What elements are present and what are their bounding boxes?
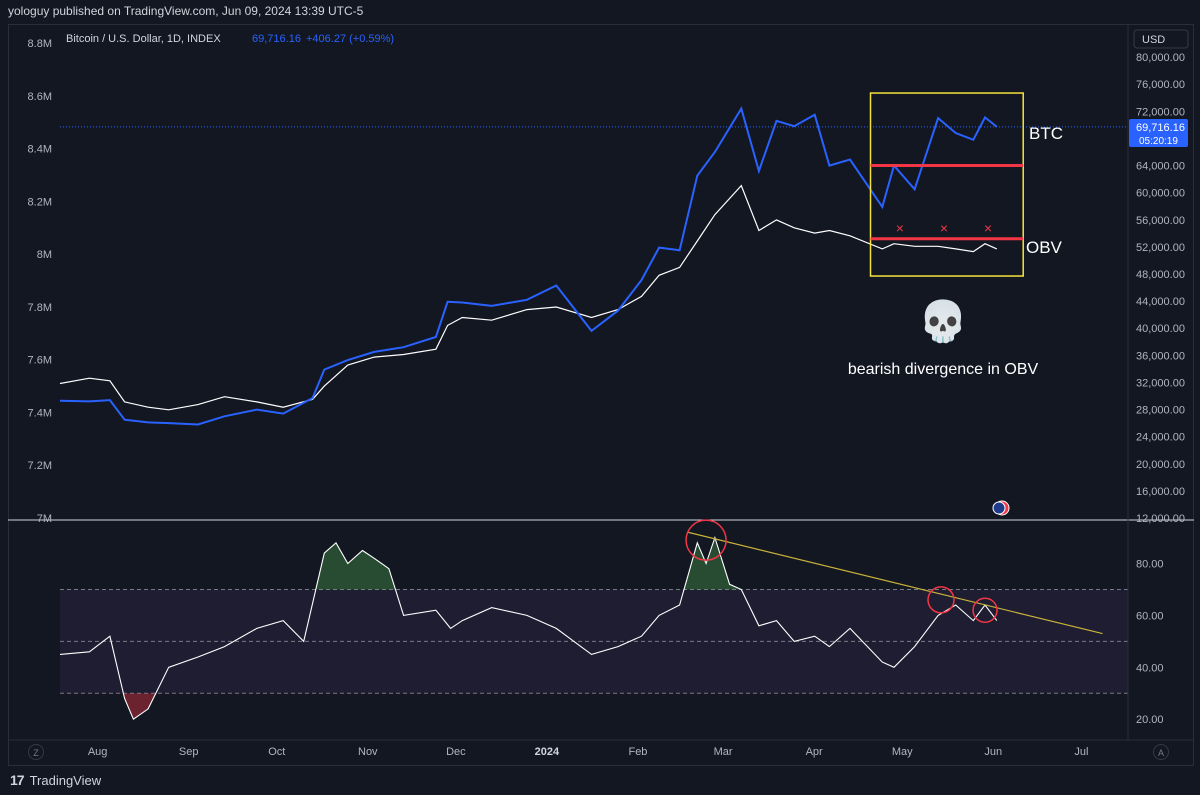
- divergence-box: [869, 92, 1024, 277]
- btc-series-line: [59, 106, 998, 426]
- publish-info-text: yologuy published on TradingView.com, Ju…: [8, 4, 364, 18]
- obv-tick-label: 8.6M: [28, 91, 52, 103]
- obv-tick-label: 7.6M: [28, 355, 52, 367]
- price-tick-label: 20,000.00: [1136, 459, 1185, 471]
- rejection-x-mark: ×: [940, 220, 948, 236]
- price-tick-label: 60,000.00: [1136, 188, 1185, 200]
- last-price-badge-price: 69,716.16: [1136, 122, 1185, 134]
- time-tick-label: Feb: [628, 746, 647, 758]
- time-tick-label: Apr: [806, 746, 823, 758]
- price-tick-label: 72,000.00: [1136, 106, 1185, 118]
- price-tick-label: 36,000.00: [1136, 350, 1185, 362]
- time-tick-label: Dec: [446, 746, 466, 758]
- time-tick-label: Jul: [1074, 746, 1088, 758]
- price-tick-label: 56,000.00: [1136, 215, 1185, 227]
- peak-highlight-circle: [972, 597, 998, 623]
- btc-label: BTC: [1029, 124, 1063, 143]
- annotation-overlay: × × × BTC OBV 💀 bearish divergence in OBV: [685, 92, 1103, 635]
- time-tick-label: Mar: [714, 746, 733, 758]
- time-tick-label: Nov: [358, 746, 378, 758]
- oscillator-trendline: [688, 531, 1103, 635]
- z-toggle-button[interactable]: Z: [28, 744, 44, 760]
- obv-tick-label: 8.8M: [28, 38, 52, 50]
- last-price-badge-countdown: 05:20:19: [1139, 136, 1178, 147]
- obv-tick-label: 7M: [37, 513, 52, 525]
- economic-event-flag-icon: [992, 501, 1006, 515]
- obv-tick-label: 8.2M: [28, 196, 52, 208]
- currency-button: [1133, 29, 1189, 49]
- price-tick-label: 16,000.00: [1136, 486, 1185, 498]
- publish-info-bar: yologuy published on TradingView.com, Ju…: [0, 0, 1200, 22]
- axes: Bitcoin / U.S. Dollar, 1D, INDEX 69,716.1…: [8, 24, 1194, 758]
- legend-symbol: Bitcoin / U.S. Dollar, 1D, INDEX: [66, 33, 221, 45]
- price-tick-label: 64,000.00: [1136, 161, 1185, 173]
- oscillator-tick-label: 60.00: [1136, 610, 1164, 622]
- peak-highlight-circle: [685, 519, 727, 561]
- last-price-badge: [1129, 119, 1188, 147]
- price-tick-label: 12,000.00: [1136, 513, 1185, 525]
- tradingview-logo-icon: 17: [10, 772, 25, 788]
- peak-highlight-circle: [927, 586, 955, 614]
- oscillator-tick-label: 20.00: [1136, 714, 1164, 726]
- oversold-fill: [60, 693, 997, 720]
- footer-bar: 17 TradingView: [0, 766, 1200, 795]
- chart-frame[interactable]: [8, 24, 1194, 766]
- price-tick-label: 32,000.00: [1136, 377, 1185, 389]
- a-toggle-button[interactable]: A: [1153, 744, 1169, 760]
- obv-label: OBV: [1026, 238, 1063, 257]
- main-pane[interactable]: [59, 106, 1128, 426]
- rejection-x-mark: ×: [896, 220, 904, 236]
- obv-tick-label: 7.8M: [28, 302, 52, 314]
- obv-tick-label: 7.4M: [28, 407, 52, 419]
- time-tick-label: Jun: [984, 746, 1002, 758]
- time-tick-label: Aug: [88, 746, 108, 758]
- price-tick-label: 48,000.00: [1136, 269, 1185, 281]
- oscillator-tick-label: 40.00: [1136, 662, 1164, 674]
- legend-price: 69,716.16: [252, 33, 301, 45]
- price-tick-label: 28,000.00: [1136, 405, 1185, 417]
- oscillator-line: [59, 535, 998, 721]
- skull-icon: 💀: [918, 298, 968, 344]
- currency-button-label: USD: [1142, 34, 1165, 46]
- tradingview-brand: TradingView: [29, 772, 102, 788]
- tradingview-logo[interactable]: 17 TradingView: [10, 772, 101, 788]
- obv-series-line: [59, 184, 998, 411]
- oscillator-pane[interactable]: [59, 535, 1128, 721]
- time-tick-label: Sep: [179, 746, 199, 758]
- rejection-x-mark: ×: [984, 220, 992, 236]
- time-tick-label: Oct: [268, 746, 285, 758]
- price-tick-label: 80,000.00: [1136, 52, 1185, 64]
- time-tick-label: 2024: [535, 746, 560, 758]
- obv-tick-label: 8.4M: [28, 144, 52, 156]
- price-tick-label: 24,000.00: [1136, 432, 1185, 444]
- divergence-note: bearish divergence in OBV: [848, 361, 1039, 378]
- obv-tick-label: 7.2M: [28, 460, 52, 472]
- legend-change: +406.27 (+0.59%): [306, 33, 394, 45]
- price-tick-label: 44,000.00: [1136, 296, 1185, 308]
- obv-tick-label: 8M: [37, 249, 52, 261]
- price-tick-label: 40,000.00: [1136, 323, 1185, 335]
- time-tick-label: May: [892, 746, 913, 758]
- oscillator-tick-label: 80.00: [1136, 559, 1164, 571]
- price-tick-label: 76,000.00: [1136, 79, 1185, 91]
- price-tick-label: 52,000.00: [1136, 242, 1185, 254]
